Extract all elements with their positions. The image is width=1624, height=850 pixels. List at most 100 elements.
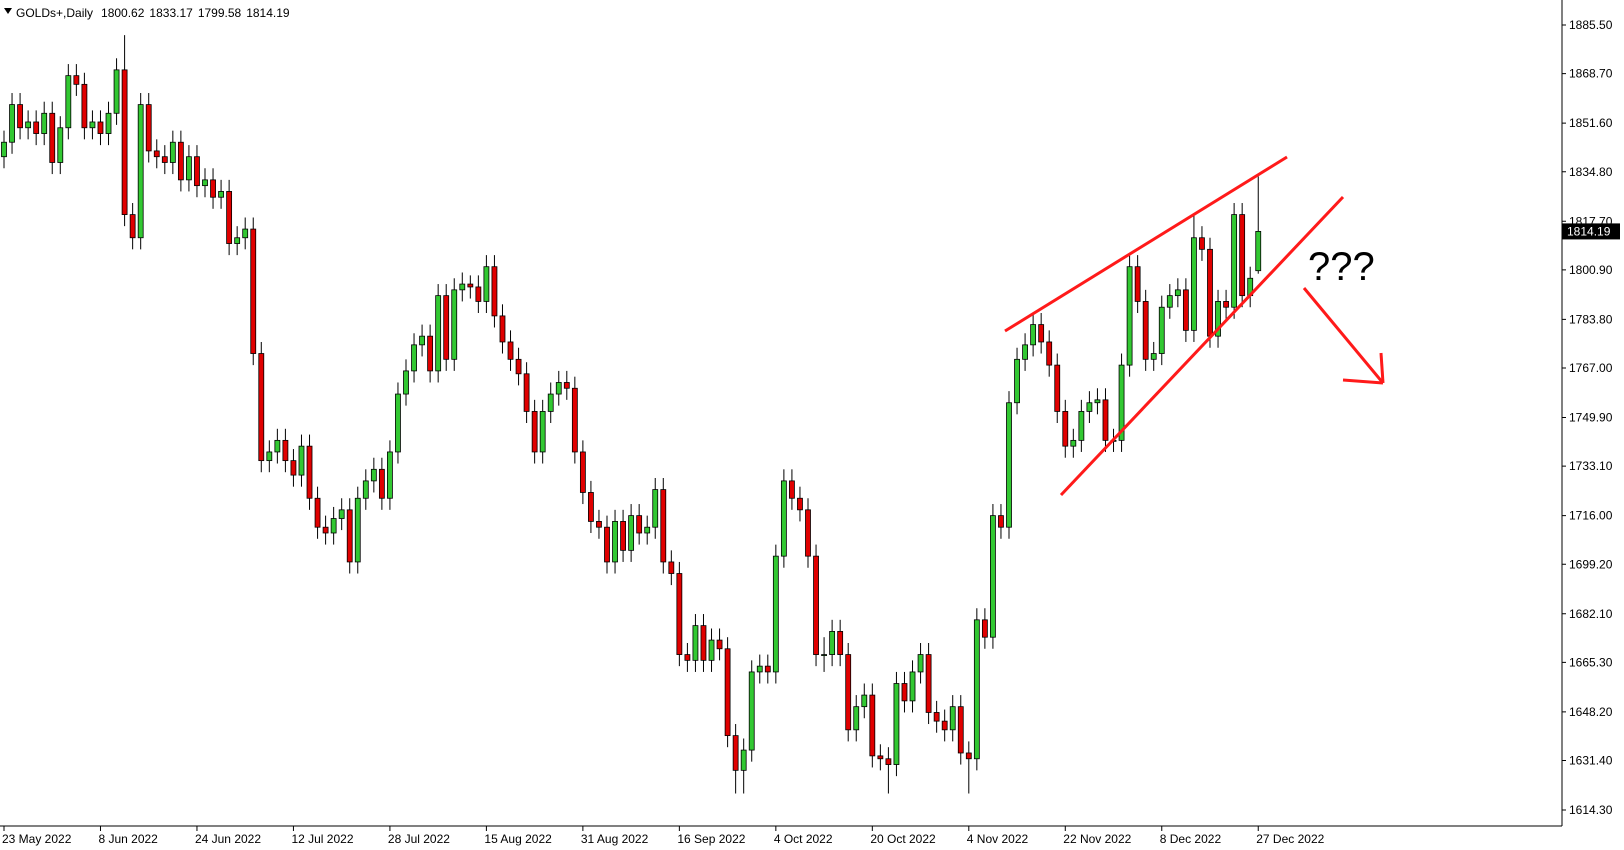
candle-body: [1094, 399, 1101, 404]
candle-body: [531, 411, 538, 453]
y-tick-label: 1885.50: [1569, 18, 1613, 32]
x-tick-label: 31 Aug 2022: [581, 832, 649, 846]
candle-body: [169, 141, 176, 163]
candle-body: [877, 755, 884, 760]
candle-body: [1046, 341, 1053, 366]
price-label-box: [1562, 223, 1620, 240]
x-tick-label: 20 Oct 2022: [870, 832, 936, 846]
header: GOLDs+,Daily 1800.62 1833.17 1799.58 1814.19: [16, 6, 290, 20]
x-tick-label: 8 Jun 2022: [98, 832, 158, 846]
candle-body: [515, 358, 522, 375]
candle-body: [9, 104, 15, 143]
candle-body: [370, 468, 377, 482]
candle-body: [1166, 295, 1173, 308]
candle-body: [909, 671, 916, 702]
y-tick-label: 1631.40: [1569, 754, 1613, 768]
candle-body: [1038, 324, 1045, 343]
candle-body: [17, 104, 23, 129]
candle-body: [210, 179, 216, 198]
candle-body: [1158, 306, 1165, 354]
candle-body: [684, 654, 691, 661]
candle-body: [226, 191, 233, 244]
candle-body: [628, 515, 635, 551]
candle-body: [789, 480, 795, 499]
candle-body: [65, 75, 72, 129]
candle-body: [274, 439, 281, 453]
candle-body: [89, 121, 96, 129]
x-tick-label: 15 Aug 2022: [484, 832, 552, 846]
candle-body: [829, 631, 836, 655]
candle-body: [547, 393, 554, 412]
candle-body: [1191, 237, 1197, 331]
candle-body: [1199, 237, 1205, 250]
candle-body: [298, 445, 305, 476]
candle-body: [732, 735, 739, 771]
candle-body: [1022, 344, 1028, 360]
candle-body: [1255, 231, 1262, 272]
candle-body: [837, 631, 844, 655]
candle-body: [1006, 402, 1012, 528]
y-tick-label: 1665.30: [1569, 655, 1613, 669]
y-tick-label: 1733.10: [1569, 459, 1613, 473]
candle-body: [604, 526, 610, 563]
candle-body: [740, 749, 747, 771]
candle-body: [25, 121, 32, 129]
candle-body: [1215, 301, 1221, 337]
x-tick-label: 22 Nov 2022: [1063, 832, 1131, 846]
y-tick-label: 1682.10: [1569, 607, 1613, 621]
candle-body: [797, 497, 803, 511]
candle-body: [990, 515, 996, 638]
candle-body: [869, 694, 876, 757]
candle-body: [145, 104, 152, 152]
candle-body: [475, 286, 482, 302]
candle-body: [853, 706, 860, 731]
candle-body: [845, 654, 852, 731]
candle-body: [973, 619, 980, 760]
x-tick-label: 23 May 2022: [2, 832, 72, 846]
candle-body: [1174, 289, 1181, 297]
candle-body: [427, 335, 434, 372]
candle-body: [57, 127, 64, 163]
candle-body: [186, 156, 192, 181]
candle-body: [1142, 301, 1149, 360]
candle-body: [258, 353, 265, 462]
candle-body: [539, 411, 546, 453]
candle-body: [941, 720, 948, 731]
ohlc-high: 1833.17: [149, 6, 193, 20]
y-tick-label: 1614.30: [1569, 803, 1613, 817]
candle-body: [499, 315, 506, 343]
x-tick-label: 12 Jul 2022: [291, 832, 353, 846]
candle-body: [403, 370, 409, 395]
candle-body: [620, 521, 626, 551]
y-tick-label: 1648.20: [1569, 705, 1613, 719]
y-tick-label: 1699.20: [1569, 557, 1613, 571]
candle-body: [1223, 301, 1229, 308]
candle-body: [716, 639, 723, 650]
y-tick-label: 1834.80: [1569, 165, 1613, 179]
candle-body: [668, 561, 675, 574]
candle-body: [306, 445, 313, 499]
candle-body: [1150, 353, 1157, 360]
candle-body: [395, 393, 401, 453]
candle-body: [579, 451, 586, 493]
candle-body: [652, 489, 659, 528]
y-tick-label: 1783.80: [1569, 312, 1613, 326]
x-tick-label: 27 Dec 2022: [1256, 832, 1324, 846]
candle-body: [1086, 402, 1093, 412]
candle-body: [153, 150, 160, 158]
ohlc-open: 1800.62: [101, 6, 145, 20]
candle-body: [636, 515, 643, 534]
candle-body: [194, 156, 200, 187]
candle-body: [177, 141, 184, 181]
candle-body: [901, 683, 908, 702]
candle-body: [981, 619, 988, 638]
candle-body: [121, 69, 128, 215]
candle-body: [700, 625, 707, 661]
candle-body: [314, 497, 321, 528]
candle-body: [435, 295, 442, 372]
candle-body: [813, 555, 819, 655]
candle-body: [378, 468, 385, 499]
candle-body: [563, 382, 570, 389]
candle-body: [885, 758, 892, 765]
candle-body: [1207, 248, 1213, 337]
